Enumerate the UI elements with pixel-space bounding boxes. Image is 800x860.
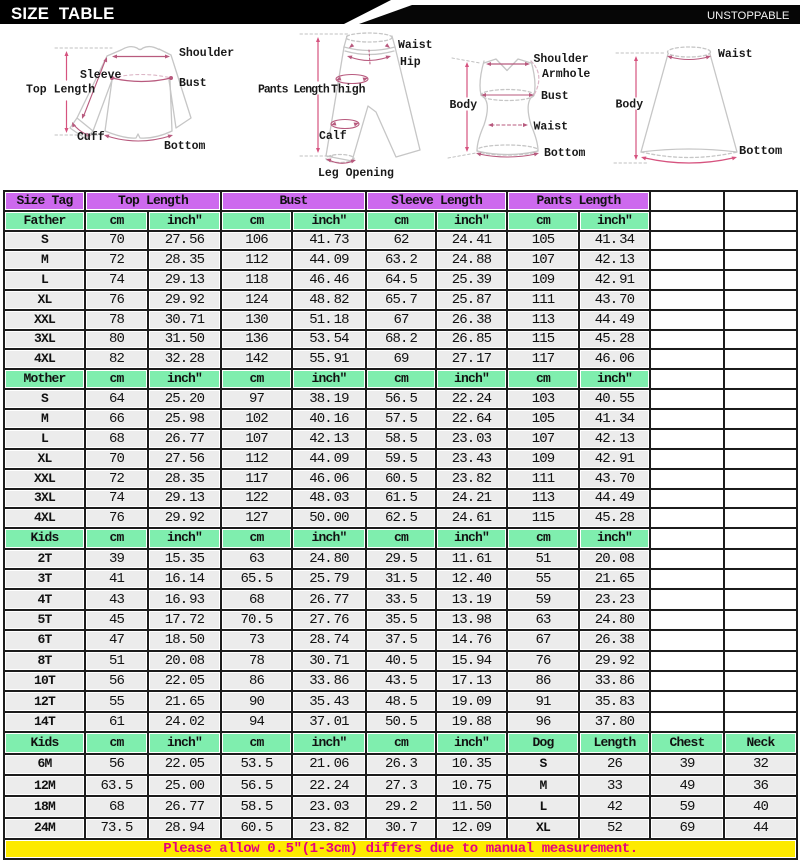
svg-text:Top Length: Top Length <box>26 84 95 97</box>
svg-text:Leg Opening: Leg Opening <box>318 167 394 180</box>
svg-text:Shoulder: Shoulder <box>534 53 589 66</box>
svg-text:SIZE TABLE: SIZE TABLE <box>11 4 115 23</box>
svg-text:Armhole: Armhole <box>542 68 590 81</box>
svg-text:UNSTOPPABLE: UNSTOPPABLE <box>707 10 790 22</box>
svg-text:Waist: Waist <box>718 48 753 61</box>
svg-text:Calf: Calf <box>319 130 347 143</box>
svg-text:Shoulder: Shoulder <box>179 47 234 60</box>
svg-text:Waist: Waist <box>534 121 569 134</box>
svg-text:Waist: Waist <box>398 39 433 52</box>
svg-text:Bust: Bust <box>179 77 207 90</box>
svg-text:Thigh: Thigh <box>331 84 366 97</box>
svg-text:Bottom: Bottom <box>544 147 586 160</box>
svg-text:Body: Body <box>450 99 478 112</box>
svg-text:Pants Length: Pants Length <box>258 84 330 97</box>
svg-text:Bust: Bust <box>541 90 569 103</box>
svg-text:Hip: Hip <box>400 56 421 69</box>
svg-text:Bottom: Bottom <box>164 140 206 153</box>
svg-text:Bottom: Bottom <box>739 144 782 158</box>
svg-text:Cuff: Cuff <box>77 131 105 144</box>
svg-text:Body: Body <box>616 99 644 112</box>
svg-text:Sleeve: Sleeve <box>80 69 122 82</box>
